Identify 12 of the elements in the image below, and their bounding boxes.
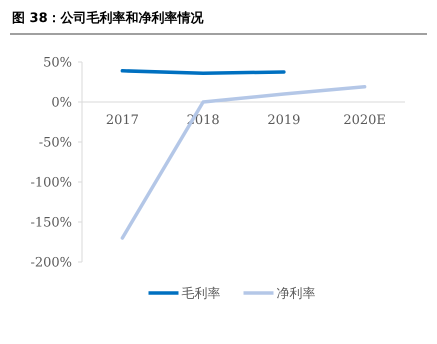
y-tick-label: -50% <box>38 136 72 151</box>
legend-label: 净利率 <box>276 286 316 302</box>
legend-label: 毛利率 <box>182 286 220 302</box>
x-tick-label: 2020E <box>343 113 386 128</box>
y-tick-label: 0% <box>51 96 72 111</box>
y-tick-label: 50% <box>43 56 72 71</box>
y-tick-label: -100% <box>30 176 72 191</box>
y-tick-label: -150% <box>30 216 72 231</box>
y-tick-label: -200% <box>30 256 72 271</box>
x-tick-label: 2017 <box>106 113 139 128</box>
x-tick-label: 2019 <box>267 113 300 128</box>
chart-title: 图 38：公司毛利率和净利率情况 <box>12 10 205 26</box>
